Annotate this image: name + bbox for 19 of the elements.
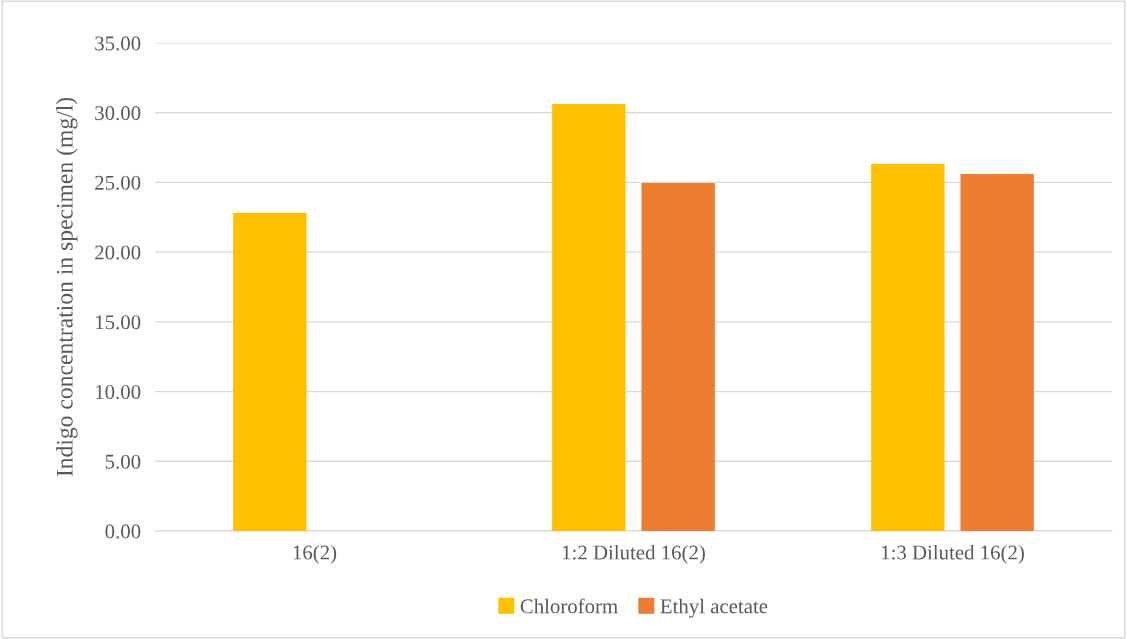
bar — [641, 182, 715, 531]
y-axis-title: Indigo concentration in specimen (mg/l) — [56, 97, 78, 477]
y-tick-label: 0.00 — [105, 524, 141, 539]
y-tick-label: 5.00 — [105, 454, 141, 469]
x-tick-label: 1:2 Diluted 16(2) — [563, 544, 705, 564]
y-tick-label: 15.00 — [96, 315, 141, 330]
legend-label: Ethyl acetate — [660, 598, 768, 618]
bar — [233, 212, 307, 531]
bar — [960, 173, 1034, 531]
y-tick-label: 25.00 — [95, 175, 141, 190]
x-tick-label: 1:3 Diluted 16(2) — [882, 544, 1024, 564]
x-tick-label: 16(2) — [293, 544, 337, 564]
y-tick-label: 10.00 — [96, 384, 141, 400]
y-tick-label: 35.00 — [95, 36, 141, 51]
legend-label: Chloroform — [520, 598, 618, 614]
y-tick-label: 20.00 — [95, 245, 141, 260]
y-tick-label: 30.00 — [95, 106, 141, 121]
bar — [552, 103, 626, 531]
bar — [871, 163, 945, 531]
